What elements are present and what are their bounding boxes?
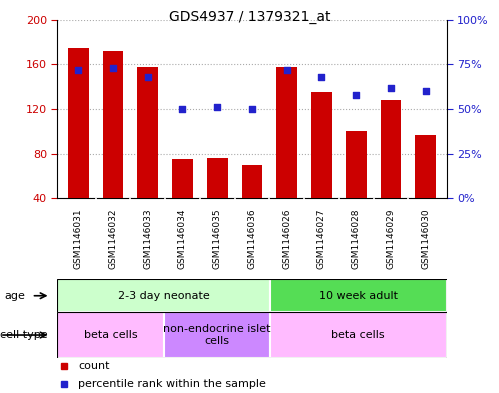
Bar: [57, 312, 164, 358]
Point: [74, 66, 82, 73]
Point: [144, 74, 152, 80]
Point: [248, 106, 256, 112]
Text: GSM1146034: GSM1146034: [178, 209, 187, 269]
Bar: [172, 159, 193, 198]
Bar: [164, 312, 269, 358]
Text: GSM1146033: GSM1146033: [143, 208, 152, 269]
Text: non-endocrine islet
cells: non-endocrine islet cells: [163, 324, 270, 346]
Point: [283, 66, 291, 73]
Text: GSM1146032: GSM1146032: [108, 209, 117, 269]
Text: GSM1146030: GSM1146030: [421, 208, 430, 269]
Text: 10 week adult: 10 week adult: [319, 291, 398, 301]
Text: beta cells: beta cells: [84, 330, 137, 340]
Text: cell type: cell type: [0, 330, 47, 340]
Text: 2-3 day neonate: 2-3 day neonate: [118, 291, 210, 301]
Text: GSM1146027: GSM1146027: [317, 209, 326, 269]
Text: beta cells: beta cells: [331, 330, 385, 340]
Point: [213, 104, 221, 110]
Bar: [269, 312, 447, 358]
Text: GSM1146031: GSM1146031: [74, 208, 83, 269]
Point: [109, 65, 117, 71]
Bar: [276, 66, 297, 198]
Point: [422, 88, 430, 94]
Point: [179, 106, 187, 112]
Text: GSM1146028: GSM1146028: [352, 209, 361, 269]
Bar: [346, 131, 367, 198]
Bar: [415, 135, 436, 198]
Point: [317, 74, 325, 80]
Point: [352, 92, 360, 98]
Bar: [57, 279, 269, 312]
Bar: [103, 51, 123, 198]
Text: GSM1146029: GSM1146029: [387, 209, 396, 269]
Text: GSM1146035: GSM1146035: [213, 208, 222, 269]
Bar: [242, 165, 262, 198]
Text: age: age: [4, 291, 25, 301]
Bar: [269, 279, 447, 312]
Text: GDS4937 / 1379321_at: GDS4937 / 1379321_at: [169, 10, 330, 24]
Bar: [137, 66, 158, 198]
Text: GSM1146036: GSM1146036: [248, 208, 256, 269]
Point: [387, 84, 395, 91]
Bar: [381, 100, 401, 198]
Text: GSM1146026: GSM1146026: [282, 209, 291, 269]
Bar: [207, 158, 228, 198]
Bar: [68, 48, 89, 198]
Text: count: count: [78, 362, 110, 371]
Bar: [311, 92, 332, 198]
Text: percentile rank within the sample: percentile rank within the sample: [78, 379, 266, 389]
